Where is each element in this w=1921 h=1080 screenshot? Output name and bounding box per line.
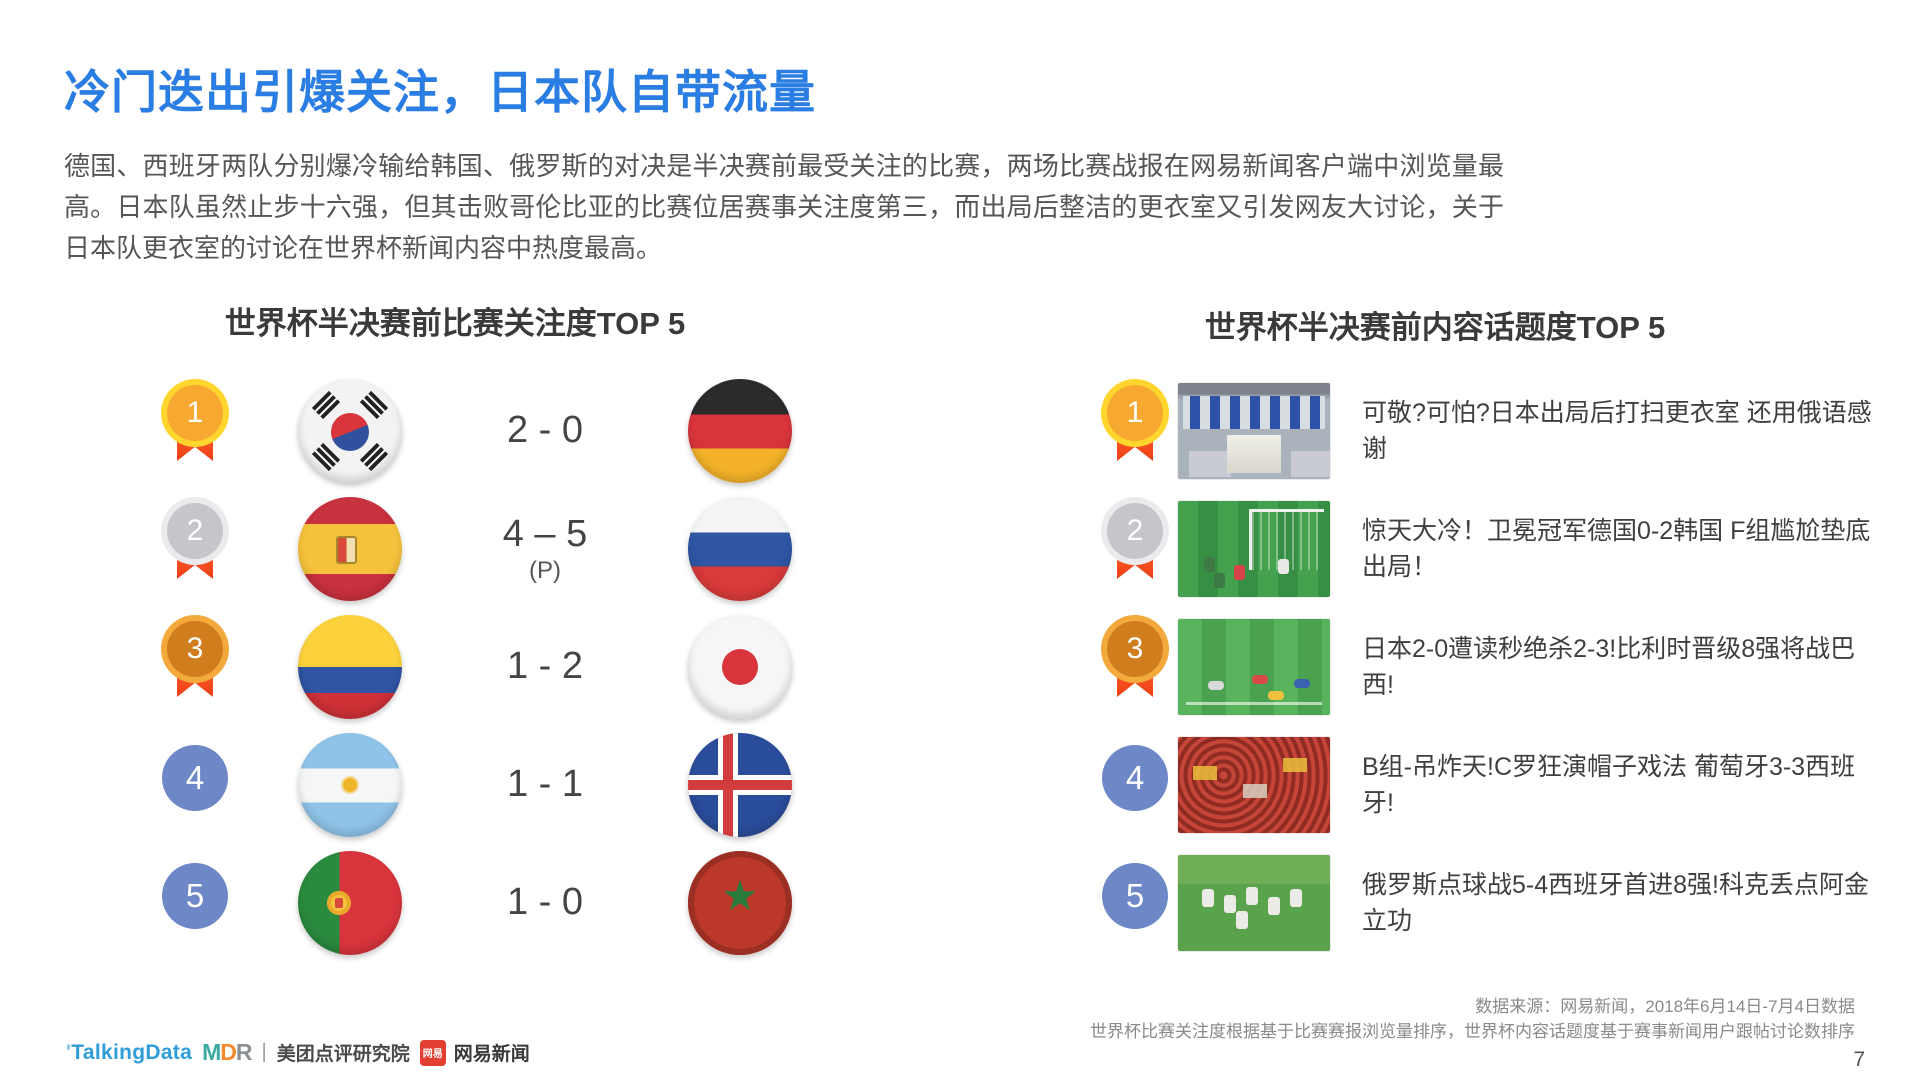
- news-headline: 日本2-0遭读秒绝杀2-3!比利时晋级8强将战巴西!: [1362, 635, 1856, 699]
- news-thumbnail-pitch-players: [1178, 619, 1330, 715]
- score-note: (P): [529, 556, 561, 584]
- match-score: 1 - 1: [506, 763, 584, 806]
- rank-number: 1: [167, 385, 223, 441]
- flag-spain-icon: [298, 497, 402, 601]
- logo-divider: |: [261, 1041, 267, 1063]
- rank-4-badge-icon: 4: [1099, 735, 1171, 835]
- flag-japan-icon: [688, 615, 792, 719]
- content-topic-list: 1 可敬?可怕?日本出局后打扫更衣室 还用俄语感谢 2 惊天大冷！卫冕冠军德国0…: [1092, 372, 1882, 962]
- rank-3-medal-icon: 3: [159, 617, 231, 717]
- flag-iceland-icon: [688, 733, 792, 837]
- match-score: 1 - 2: [506, 645, 584, 688]
- match-attention-list: 1 2 - 0 2 4 – 5 (P): [140, 372, 950, 962]
- flag-russia-icon: [688, 497, 792, 601]
- page-number: 7: [1853, 1048, 1865, 1071]
- news-headline: 惊天大冷！卫冕冠军德国0-2韩国 F组尴尬垫底出局！: [1362, 517, 1871, 581]
- netease-app-icon: 网易: [419, 1039, 446, 1066]
- rank-number: 2: [167, 503, 223, 559]
- rank-number: 1: [1107, 385, 1163, 441]
- news-row-1: 1 可敬?可怕?日本出局后打扫更衣室 还用俄语感谢: [1092, 372, 1882, 490]
- news-headline: 可敬?可怕?日本出局后打扫更衣室 还用俄语感谢: [1362, 399, 1872, 463]
- news-thumbnail-goal-scene: [1178, 501, 1330, 597]
- rank-2-medal-icon: 2: [1099, 499, 1171, 599]
- rank-number: 4: [1102, 745, 1168, 811]
- match-score: 1 - 0: [506, 881, 584, 924]
- flag-argentina-icon: [298, 733, 402, 837]
- news-thumbnail-locker-room: [1178, 383, 1330, 479]
- rank-2-medal-icon: 2: [159, 499, 231, 599]
- flag-portugal-icon: [298, 851, 402, 955]
- rank-5-badge-icon: 5: [1099, 853, 1171, 953]
- match-row-5: 5 1 - 0 ★: [140, 844, 950, 962]
- flag-south-korea-icon: [298, 379, 402, 483]
- news-row-2: 2 惊天大冷！卫冕冠军德国0-2韩国 F组尴尬垫底出局！: [1092, 490, 1882, 608]
- mdr-logo: MDR: [202, 1039, 252, 1065]
- page-title: 冷门迭出引爆关注，日本队自带流量: [64, 66, 816, 118]
- right-panel-heading: 世界杯半决赛前内容话题度TOP 5: [1204, 310, 1666, 345]
- news-thumbnail-fans-crowd: [1178, 737, 1330, 833]
- match-score: 2 - 0: [506, 409, 584, 452]
- rank-3-medal-icon: 3: [1099, 617, 1171, 717]
- rank-number: 4: [162, 745, 228, 811]
- rank-number: 3: [1107, 621, 1163, 677]
- news-headline: B组-吊炸天!C罗狂演帽子戏法 葡萄牙3-3西班牙!: [1362, 753, 1856, 817]
- rank-1-medal-icon: 1: [1099, 381, 1171, 481]
- match-row-2: 2 4 – 5 (P): [140, 490, 950, 608]
- data-source-note: 数据来源：网易新闻，2018年6月14日-7月4日数据 世界杯比赛关注度根据基于…: [1090, 994, 1855, 1044]
- news-headline: 俄罗斯点球战5-4西班牙首进8强!科克丢点阿金立功: [1362, 871, 1869, 935]
- flag-morocco-icon: ★: [688, 851, 792, 955]
- news-row-4: 4 B组-吊炸天!C罗狂演帽子戏法 葡萄牙3-3西班牙!: [1092, 726, 1882, 844]
- flag-germany-icon: [688, 379, 792, 483]
- left-panel-heading: 世界杯半决赛前比赛关注度TOP 5: [224, 306, 686, 341]
- match-row-1: 1 2 - 0: [140, 372, 950, 490]
- rank-number: 5: [1102, 863, 1168, 929]
- rank-number: 2: [1107, 503, 1163, 559]
- source-line-2: 世界杯比赛关注度根据基于比赛赛报浏览量排序，世界杯内容话题度基于赛事新闻用户跟帖…: [1090, 1022, 1855, 1041]
- rank-1-medal-icon: 1: [159, 381, 231, 481]
- meituan-dianping-institute-label: 美团点评研究院: [276, 1044, 410, 1065]
- news-row-5: 5 俄罗斯点球战5-4西班牙首进8强!科克丢点阿金立功: [1092, 844, 1882, 962]
- source-line-1: 数据来源：网易新闻，2018年6月14日-7月4日数据: [1475, 997, 1855, 1016]
- rank-4-badge-icon: 4: [159, 735, 231, 835]
- intro-paragraph: 德国、西班牙两队分别爆冷输给韩国、俄罗斯的对决是半决赛前最受关注的比赛，两场比赛…: [64, 151, 1504, 263]
- rank-number: 5: [162, 863, 228, 929]
- match-row-3: 3 1 - 2: [140, 608, 950, 726]
- rank-5-badge-icon: 5: [159, 853, 231, 953]
- flag-colombia-icon: [298, 615, 402, 719]
- news-row-3: 3 日本2-0遭读秒绝杀2-3!比利时晋级8强将战巴西!: [1092, 608, 1882, 726]
- talkingdata-logo: 'TalkingData: [66, 1040, 193, 1064]
- news-thumbnail-celebration: [1178, 855, 1330, 951]
- match-row-4: 4 1 - 1: [140, 726, 950, 844]
- footer-logos: 'TalkingData MDR | 美团点评研究院 网易 网易新闻: [66, 1039, 530, 1066]
- match-score: 4 – 5 (P): [502, 512, 588, 584]
- rank-number: 3: [167, 621, 223, 677]
- netease-news-label: 网易新闻: [453, 1044, 530, 1065]
